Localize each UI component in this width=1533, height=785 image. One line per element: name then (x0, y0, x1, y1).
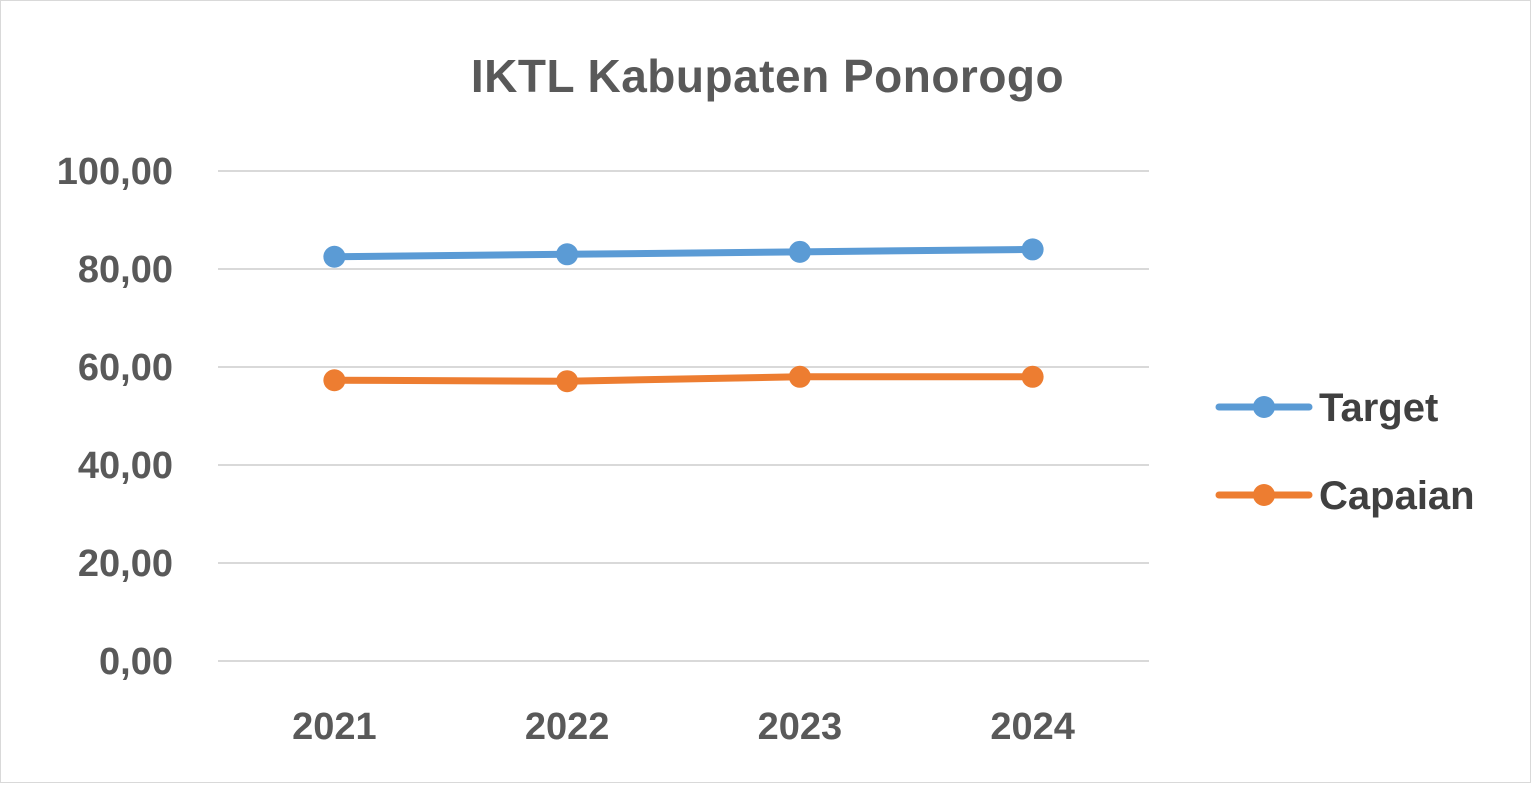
data-point-capaian (788, 365, 811, 388)
y-tick-label: 60,00 (78, 347, 173, 389)
y-tick-label: 20,00 (78, 543, 173, 585)
data-point-target (1021, 238, 1044, 261)
x-tick-label: 2024 (990, 706, 1075, 748)
y-tick-label: 80,00 (78, 249, 173, 291)
data-point-target (788, 240, 811, 263)
series-line-capaian (330, 373, 1037, 385)
legend-marker-target (1253, 396, 1275, 418)
y-tick-label: 100,00 (57, 151, 173, 193)
legend-label-target: Target (1319, 386, 1438, 430)
data-point-target (556, 243, 579, 266)
y-tick-label: 0,00 (99, 641, 173, 683)
x-tick-label: 2022 (525, 706, 610, 748)
data-point-capaian (1021, 365, 1044, 388)
data-point-target (323, 245, 346, 268)
x-tick-label: 2023 (758, 706, 843, 748)
legend-label-capaian: Capaian (1319, 474, 1475, 518)
legend-marker-capaian (1253, 484, 1275, 506)
series-line-target (330, 245, 1037, 261)
x-tick-label: 2021 (292, 706, 377, 748)
chart-title: IKTL Kabupaten Ponorogo (470, 50, 1065, 102)
data-point-capaian (556, 370, 579, 393)
y-tick-label: 40,00 (78, 445, 173, 487)
data-point-capaian (323, 369, 346, 392)
